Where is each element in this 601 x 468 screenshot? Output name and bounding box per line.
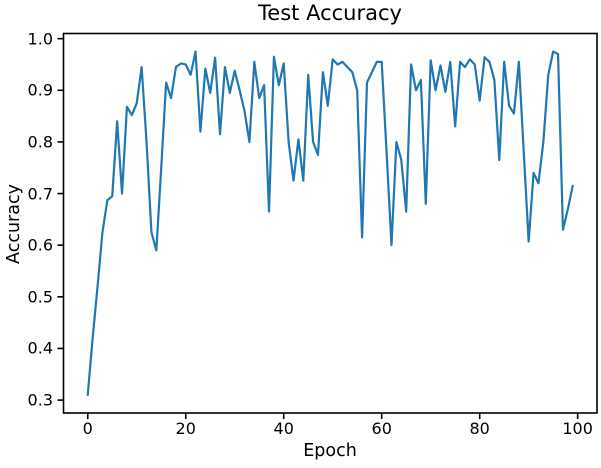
- y-tick-label: 1.0: [27, 29, 53, 49]
- axes-frame: [62, 32, 598, 414]
- y-tick-label: 0.5: [27, 287, 53, 307]
- x-tick-label: 80: [469, 419, 490, 438]
- accuracy-line: [86, 50, 574, 397]
- y-axis-label: Accuracy: [4, 184, 24, 264]
- x-tick-label: 60: [371, 419, 392, 438]
- chart-title: Test Accuracy: [258, 1, 402, 25]
- x-tick-label: 40: [273, 419, 294, 438]
- x-tick-label: 100: [562, 419, 593, 438]
- y-tick-label: 0.7: [27, 184, 53, 204]
- x-axis-label: Epoch: [303, 441, 357, 461]
- tick-marks: [57, 37, 579, 419]
- y-tick-label: 0.6: [27, 235, 53, 255]
- y-tick-label: 0.9: [27, 80, 53, 100]
- y-tick-label: 0.3: [27, 390, 53, 410]
- x-tick-label: 20: [175, 419, 196, 438]
- x-tick-label: 0: [82, 419, 93, 438]
- y-tick-label: 0.4: [27, 338, 53, 358]
- y-tick-label: 0.8: [27, 132, 53, 152]
